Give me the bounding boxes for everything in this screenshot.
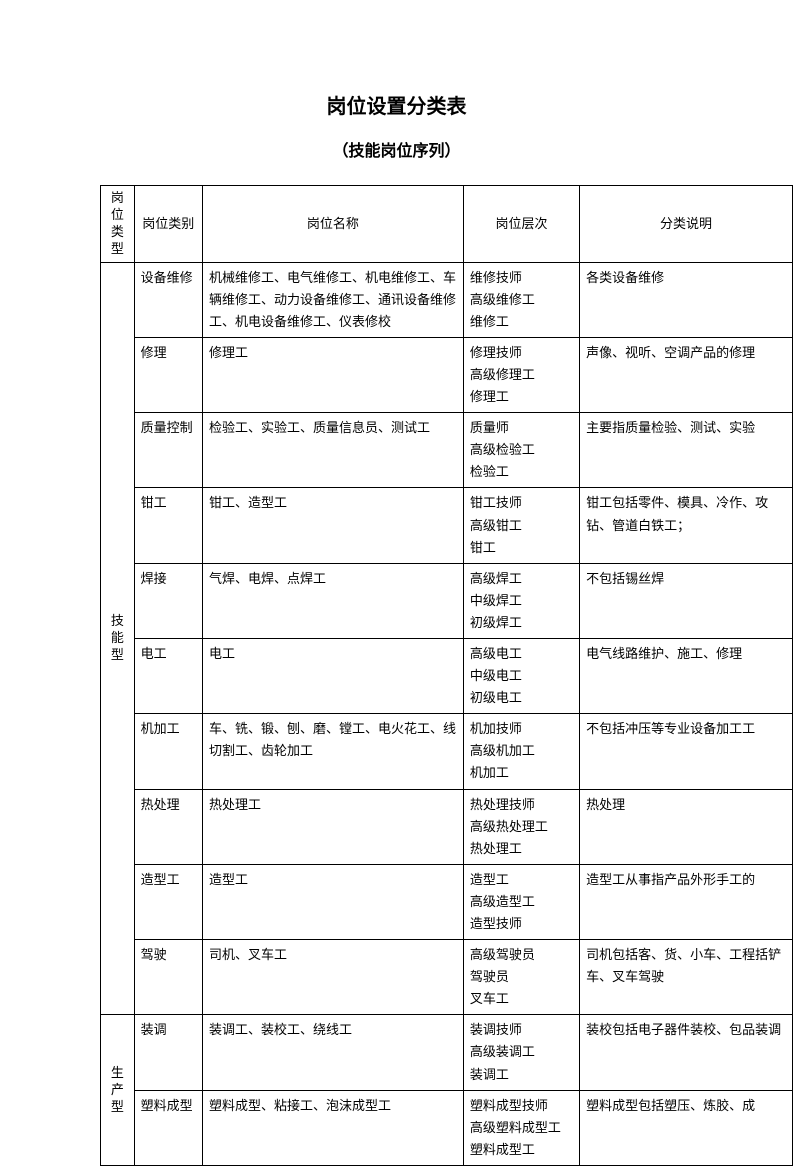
desc-cell: 不包括冲压等专业设备加工工: [580, 714, 793, 789]
table-row: 生产型装调装调工、装校工、绕线工装调技师高级装调工装调工装校包括电子器件装校、包…: [101, 1015, 793, 1090]
level-cell: 高级驾驶员驾驶员叉车工: [463, 940, 579, 1015]
desc-cell: 声像、视听、空调产品的修理: [580, 337, 793, 412]
level-cell: 修理技师高级修理工修理工: [463, 337, 579, 412]
level-cell: 机加技师高级机加工机加工: [463, 714, 579, 789]
category-cell: 电工: [134, 638, 202, 713]
name-cell: 车、铣、锻、刨、磨、镗工、电火花工、线切割工、齿轮加工: [202, 714, 463, 789]
desc-cell: 钳工包括零件、模具、冷作、攻钻、管道白铁工；: [580, 488, 793, 563]
header-category: 岗位类别: [134, 186, 202, 263]
table-row: 塑料成型塑料成型、粘接工、泡沫成型工塑料成型技师高级塑料成型工塑料成型工塑料成型…: [101, 1090, 793, 1165]
table-row: 修理修理工修理技师高级修理工修理工声像、视听、空调产品的修理: [101, 337, 793, 412]
desc-cell: 装校包括电子器件装校、包品装调: [580, 1015, 793, 1090]
desc-cell: 主要指质量检验、测试、实验: [580, 413, 793, 488]
table-row: 机加工车、铣、锻、刨、磨、镗工、电火花工、线切割工、齿轮加工机加技师高级机加工机…: [101, 714, 793, 789]
table-row: 技能型设备维修机械维修工、电气维修工、机电维修工、车辆维修工、动力设备维修工、通…: [101, 262, 793, 337]
page-subtitle: （技能岗位序列）: [100, 137, 693, 161]
category-cell: 塑料成型: [134, 1090, 202, 1165]
category-cell: 造型工: [134, 864, 202, 939]
name-cell: 装调工、装校工、绕线工: [202, 1015, 463, 1090]
category-cell: 设备维修: [134, 262, 202, 337]
level-cell: 塑料成型技师高级塑料成型工塑料成型工: [463, 1090, 579, 1165]
table-row: 驾驶司机、叉车工高级驾驶员驾驶员叉车工司机包括客、货、小车、工程括铲车、叉车驾驶: [101, 940, 793, 1015]
type-cell: 生产型: [101, 1015, 135, 1166]
category-cell: 热处理: [134, 789, 202, 864]
desc-cell: 各类设备维修: [580, 262, 793, 337]
level-cell: 质量师高级检验工检验工: [463, 413, 579, 488]
name-cell: 气焊、电焊、点焊工: [202, 563, 463, 638]
desc-cell: 热处理: [580, 789, 793, 864]
header-name: 岗位名称: [202, 186, 463, 263]
header-type: 岗位类型: [101, 186, 135, 263]
name-cell: 热处理工: [202, 789, 463, 864]
header-desc: 分类说明: [580, 186, 793, 263]
job-classification-table: 岗位类型 岗位类别 岗位名称 岗位层次 分类说明 技能型设备维修机械维修工、电气…: [100, 185, 793, 1166]
level-cell: 钳工技师高级钳工钳工: [463, 488, 579, 563]
table-row: 热处理热处理工热处理技师高级热处理工热处理工热处理: [101, 789, 793, 864]
table-row: 钳工钳工、造型工钳工技师高级钳工钳工钳工包括零件、模具、冷作、攻钻、管道白铁工；: [101, 488, 793, 563]
type-cell: 技能型: [101, 262, 135, 1015]
desc-cell: 不包括锡丝焊: [580, 563, 793, 638]
level-cell: 热处理技师高级热处理工热处理工: [463, 789, 579, 864]
category-cell: 机加工: [134, 714, 202, 789]
name-cell: 造型工: [202, 864, 463, 939]
desc-cell: 司机包括客、货、小车、工程括铲车、叉车驾驶: [580, 940, 793, 1015]
table-row: 焊接气焊、电焊、点焊工高级焊工中级焊工初级焊工不包括锡丝焊: [101, 563, 793, 638]
category-cell: 装调: [134, 1015, 202, 1090]
table-row: 质量控制检验工、实验工、质量信息员、测试工质量师高级检验工检验工主要指质量检验、…: [101, 413, 793, 488]
level-cell: 维修技师高级维修工维修工: [463, 262, 579, 337]
name-cell: 机械维修工、电气维修工、机电维修工、车辆维修工、动力设备维修工、通讯设备维修工、…: [202, 262, 463, 337]
table-header-row: 岗位类型 岗位类别 岗位名称 岗位层次 分类说明: [101, 186, 793, 263]
desc-cell: 塑料成型包括塑压、炼胶、成: [580, 1090, 793, 1165]
table-row: 造型工造型工造型工高级造型工造型技师造型工从事指产品外形手工的: [101, 864, 793, 939]
level-cell: 高级焊工中级焊工初级焊工: [463, 563, 579, 638]
name-cell: 司机、叉车工: [202, 940, 463, 1015]
level-cell: 高级电工中级电工初级电工: [463, 638, 579, 713]
category-cell: 质量控制: [134, 413, 202, 488]
name-cell: 电工: [202, 638, 463, 713]
name-cell: 检验工、实验工、质量信息员、测试工: [202, 413, 463, 488]
desc-cell: 电气线路维护、施工、修理: [580, 638, 793, 713]
page-title: 岗位设置分类表: [100, 90, 693, 119]
name-cell: 修理工: [202, 337, 463, 412]
category-cell: 焊接: [134, 563, 202, 638]
header-level: 岗位层次: [463, 186, 579, 263]
category-cell: 修理: [134, 337, 202, 412]
level-cell: 装调技师高级装调工装调工: [463, 1015, 579, 1090]
category-cell: 驾驶: [134, 940, 202, 1015]
desc-cell: 造型工从事指产品外形手工的: [580, 864, 793, 939]
category-cell: 钳工: [134, 488, 202, 563]
name-cell: 钳工、造型工: [202, 488, 463, 563]
table-row: 电工电工高级电工中级电工初级电工电气线路维护、施工、修理: [101, 638, 793, 713]
name-cell: 塑料成型、粘接工、泡沫成型工: [202, 1090, 463, 1165]
level-cell: 造型工高级造型工造型技师: [463, 864, 579, 939]
